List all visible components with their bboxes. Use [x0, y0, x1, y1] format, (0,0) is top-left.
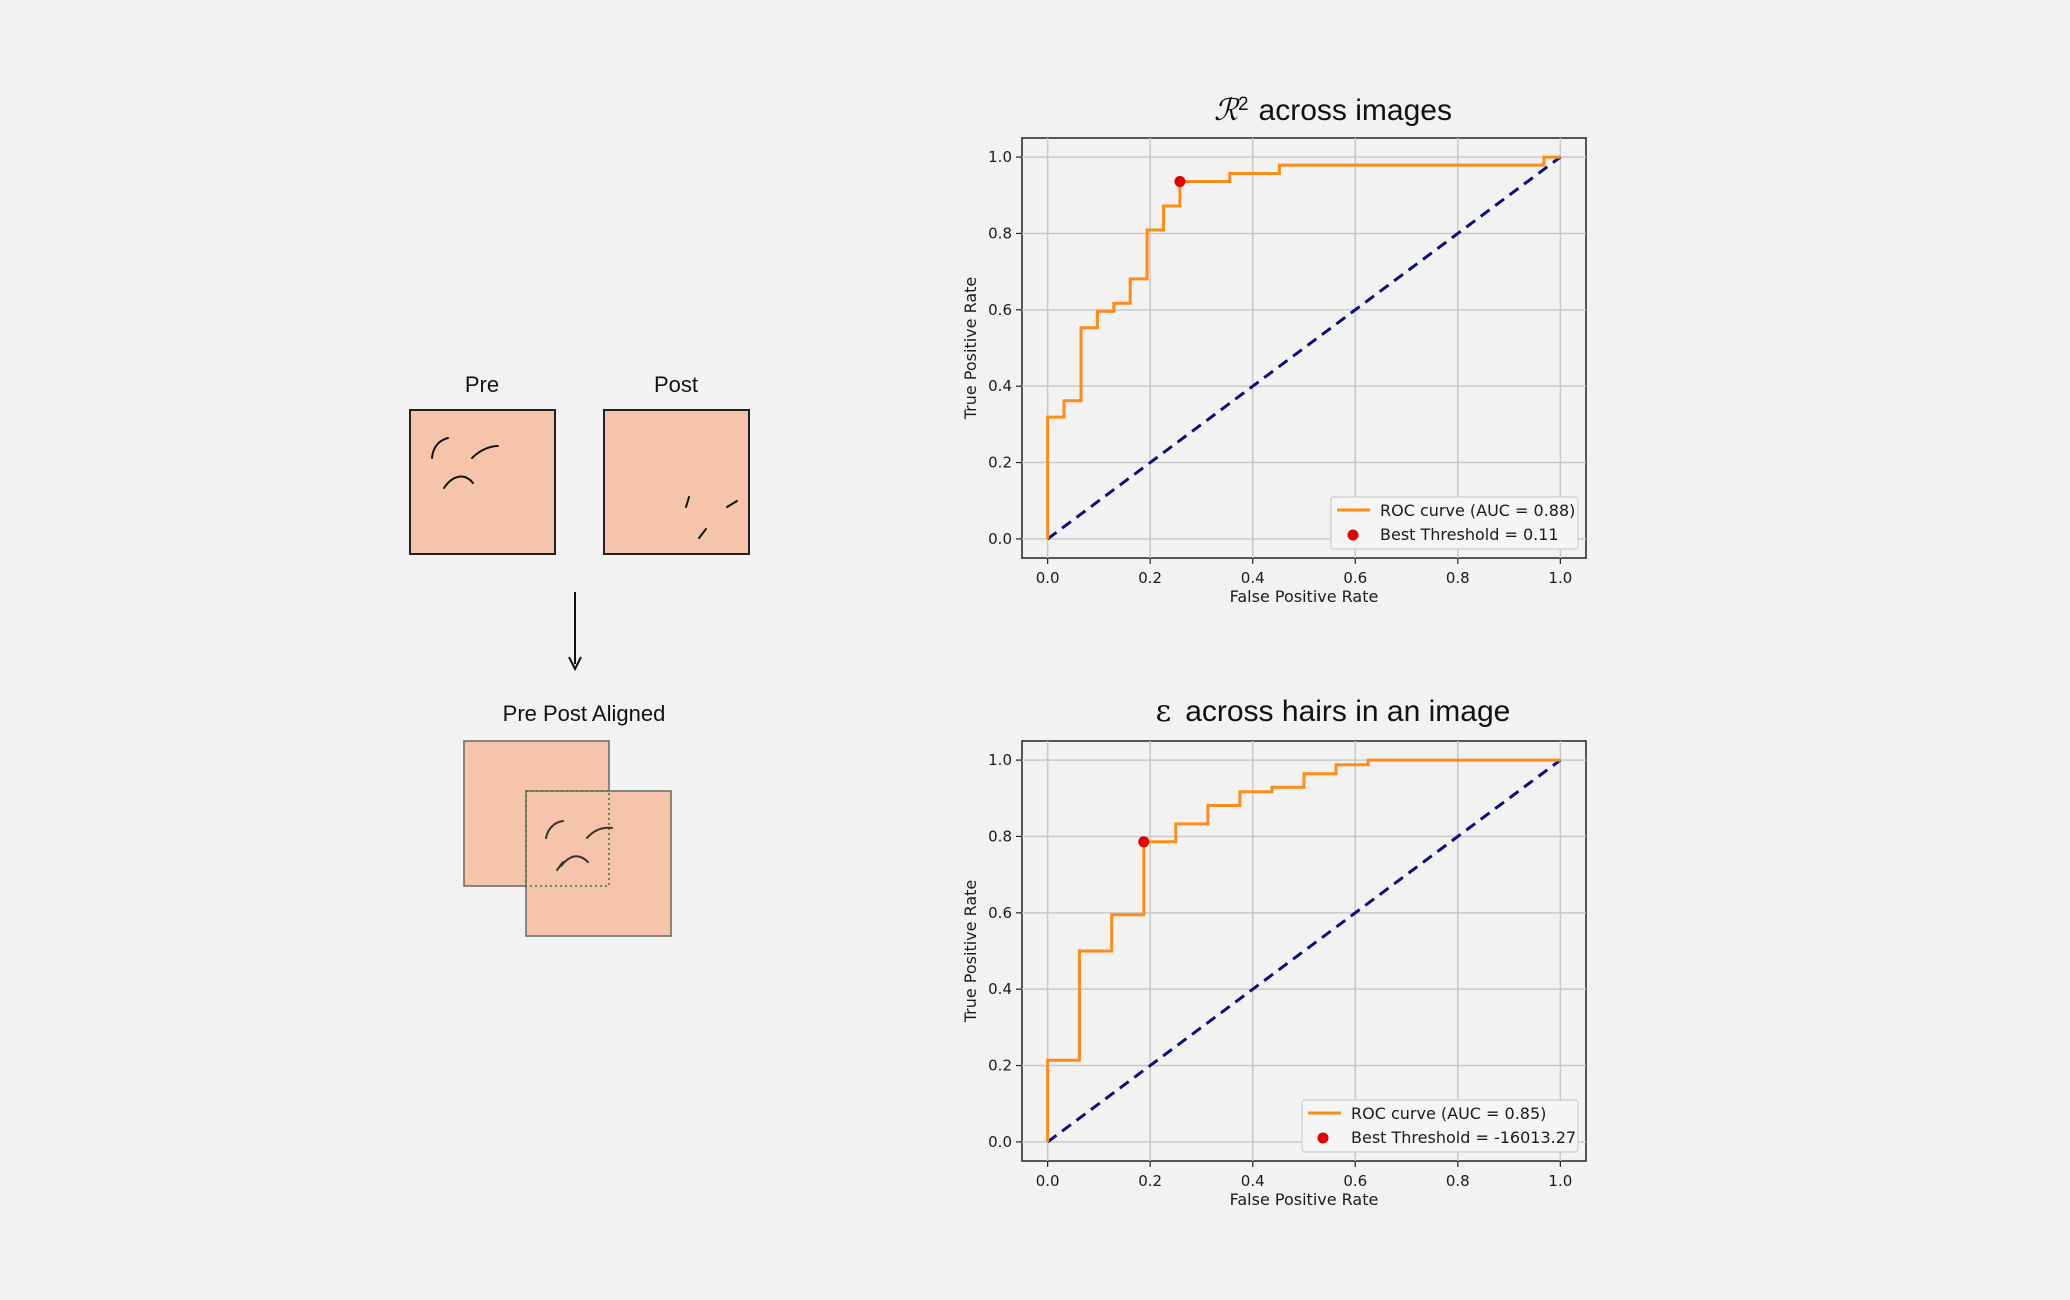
hair-stroke	[586, 826, 613, 839]
x-tick-label: 0.2	[1138, 569, 1162, 587]
roc-curve-line	[1046, 155, 1561, 539]
pre-hair-strokes	[431, 437, 499, 489]
x-tick-label: 0.4	[1241, 569, 1265, 587]
x-tick-label: 0.6	[1343, 569, 1367, 587]
legend-box	[1330, 496, 1579, 550]
pre-label: Pre	[465, 372, 499, 397]
legend-best-label: Best Threshold = -16013.27	[1351, 1128, 1576, 1147]
hair-stroke	[560, 855, 589, 867]
post-label: Post	[654, 372, 698, 397]
roc-chart-r2: ℛ2 across images False Positive Rate True…	[961, 93, 1587, 606]
legend-best-swatch	[1347, 529, 1359, 541]
y-tick-label: 0.4	[988, 377, 1012, 395]
chance-diagonal-line	[1046, 155, 1562, 541]
title-symbol: ℛ	[1214, 93, 1240, 128]
tick-labels: 0.0 0.2 0.4 0.6 0.8 1.0 0.0 0.2 0.4 0.6 0.8 1.0	[988, 148, 1572, 587]
y-tick-label: 0.6	[988, 904, 1012, 922]
legend-roc-label: ROC curve (AUC = 0.85)	[1351, 1104, 1546, 1123]
y-tick-label: 0.0	[988, 530, 1012, 548]
x-tick-label: 0.0	[1036, 569, 1060, 587]
chart-title: ε across hairs in an image	[1156, 694, 1511, 729]
x-tick-label: 0.8	[1446, 1172, 1470, 1190]
title-superscript: 2	[1238, 94, 1249, 115]
y-axis-label: True Positive Rate	[961, 880, 980, 1024]
legend-best-label: Best Threshold = 0.11	[1380, 525, 1559, 544]
x-tick-label: 0.8	[1446, 569, 1470, 587]
x-axis-label: False Positive Rate	[1230, 587, 1379, 606]
hair-stroke	[443, 475, 474, 489]
roc-chart-epsilon: ε across hairs in an image False Positive…	[961, 694, 1587, 1209]
aligned-hair-strokes	[545, 820, 613, 871]
chart-title: ℛ2 across images	[1214, 93, 1452, 128]
post-hair-strokes	[685, 496, 738, 539]
title-text: across images	[1259, 94, 1452, 127]
hair-stroke	[556, 861, 564, 871]
legend: ROC curve (AUC = 0.88) Best Threshold = …	[1330, 496, 1579, 550]
y-tick-label: 0.0	[988, 1133, 1012, 1151]
plot-area	[1021, 740, 1587, 1162]
hair-stroke	[726, 500, 738, 508]
best-threshold-point	[1174, 176, 1186, 188]
title-symbol: ε	[1156, 694, 1172, 729]
pre-image-box	[409, 409, 556, 555]
x-tick-label: 0.6	[1343, 1172, 1367, 1190]
post-image-box	[603, 409, 750, 555]
legend: ROC curve (AUC = 0.85) Best Threshold = …	[1301, 1099, 1579, 1153]
y-tick-label: 1.0	[988, 751, 1012, 769]
y-tick-label: 0.8	[988, 827, 1012, 845]
y-tick-label: 0.2	[988, 1057, 1012, 1075]
x-tick-label: 1.0	[1548, 569, 1572, 587]
title-text: across hairs in an image	[1185, 695, 1510, 728]
y-tick-label: 0.6	[988, 301, 1012, 319]
hair-stroke	[471, 445, 499, 459]
tick-labels: 0.0 0.2 0.4 0.6 0.8 1.0 0.0 0.2 0.4 0.6 0.8 1.0	[988, 751, 1572, 1190]
x-tick-label: 0.2	[1138, 1172, 1162, 1190]
y-tick-label: 0.2	[988, 454, 1012, 472]
x-tick-label: 0.4	[1241, 1172, 1265, 1190]
hair-stroke	[685, 496, 690, 508]
legend-box	[1301, 1099, 1579, 1153]
alignment-diagram: Pre Post Pre Post Aligned	[409, 372, 750, 937]
best-threshold-point	[1138, 836, 1150, 848]
roc-curve-line	[1046, 758, 1561, 1142]
chance-diagonal-line	[1046, 758, 1562, 1144]
y-tick-label: 0.8	[988, 224, 1012, 242]
hair-stroke	[545, 820, 564, 839]
y-axis-label: True Positive Rate	[961, 277, 980, 421]
hair-stroke	[698, 528, 707, 539]
aligned-post-box	[525, 790, 672, 937]
x-tick-label: 1.0	[1548, 1172, 1572, 1190]
x-tick-label: 0.0	[1036, 1172, 1060, 1190]
legend-roc-label: ROC curve (AUC = 0.88)	[1380, 501, 1575, 520]
x-axis-label: False Positive Rate	[1230, 1190, 1379, 1209]
y-tick-label: 1.0	[988, 148, 1012, 166]
aligned-label: Pre Post Aligned	[503, 701, 666, 726]
y-tick-label: 0.4	[988, 980, 1012, 998]
down-arrow-icon	[568, 592, 582, 672]
hair-stroke	[431, 437, 449, 459]
plot-area	[1021, 137, 1587, 559]
legend-best-swatch	[1317, 1132, 1329, 1144]
overlap-region-outline	[525, 790, 610, 887]
